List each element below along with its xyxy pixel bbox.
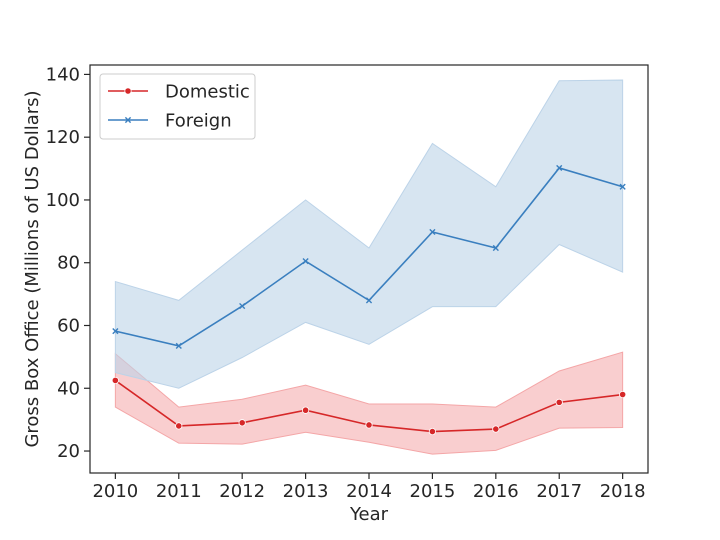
y-tick-label: 60 xyxy=(57,315,80,336)
domestic-point-2016 xyxy=(492,425,500,433)
foreign-point-2011 xyxy=(175,342,182,349)
y-tick-label: 40 xyxy=(57,378,80,399)
foreign-point-2010 xyxy=(112,328,119,335)
x-tick-label: 2015 xyxy=(410,481,456,502)
y-tick-label: 80 xyxy=(57,253,80,274)
y-tick-label: 100 xyxy=(46,190,80,211)
domestic-point-2014 xyxy=(365,421,373,429)
foreign-point-stroke xyxy=(619,183,626,190)
foreign-point-stroke xyxy=(112,328,119,335)
foreign-point-2018 xyxy=(619,183,626,190)
foreign-confidence-band xyxy=(114,79,624,389)
foreign-point-stroke xyxy=(556,164,563,172)
foreign-point-2016 xyxy=(492,244,499,252)
foreign-point-stroke xyxy=(175,342,182,349)
x-tick-label: 2011 xyxy=(156,481,202,502)
y-tick-label: 20 xyxy=(57,441,80,462)
domestic-point-2012 xyxy=(238,419,246,427)
foreign-point-stroke xyxy=(365,297,373,304)
series-markers xyxy=(111,164,627,436)
x-tick-label: 2017 xyxy=(536,481,582,502)
legend-label-domestic: Domestic xyxy=(165,82,250,103)
foreign-point-stroke xyxy=(429,228,436,236)
domestic-point-2011 xyxy=(175,422,183,430)
domestic-point-2015 xyxy=(428,427,437,436)
x-axis-label: Year xyxy=(349,504,389,525)
legend-marker-domestic xyxy=(124,87,132,95)
foreign-point-2013 xyxy=(302,258,309,265)
x-axis: 2010 2011 2012 2013 2014 2015 2016 2017 2018 xyxy=(92,473,646,502)
x-tick-label: 2014 xyxy=(346,481,392,502)
foreign-point-2014 xyxy=(365,297,373,304)
y-axis-label: Gross Box Office (Millions of US Dollars… xyxy=(22,90,43,447)
x-tick-label: 2013 xyxy=(283,481,329,502)
y-tick-label: 120 xyxy=(46,127,80,148)
foreign-point-2015 xyxy=(429,228,436,236)
foreign-point-stroke xyxy=(302,258,309,265)
x-tick-label: 2018 xyxy=(600,481,646,502)
legend-item-domestic: Domestic xyxy=(108,82,250,103)
foreign-point-2012 xyxy=(239,302,246,310)
legend: Domestic Foreign xyxy=(99,73,256,140)
foreign-point-stroke xyxy=(239,302,246,310)
x-tick-label: 2016 xyxy=(473,481,519,502)
x-tick-label: 2012 xyxy=(219,481,265,502)
legend-marker-foreign xyxy=(124,116,132,124)
domestic-point-2013 xyxy=(301,406,310,414)
domestic-point-2010 xyxy=(111,376,119,385)
y-axis: 20 40 60 80 100 120 140 xyxy=(46,64,90,462)
foreign-point-2017 xyxy=(556,164,563,172)
legend-label-foreign: Foreign xyxy=(165,111,232,132)
y-tick-label: 140 xyxy=(46,64,80,85)
domestic-point-2018 xyxy=(619,390,627,399)
x-tick-label: 2010 xyxy=(92,481,138,502)
foreign-point-stroke xyxy=(492,244,499,252)
domestic-point-2017 xyxy=(555,398,563,406)
legend-item-foreign: Foreign xyxy=(108,111,232,132)
